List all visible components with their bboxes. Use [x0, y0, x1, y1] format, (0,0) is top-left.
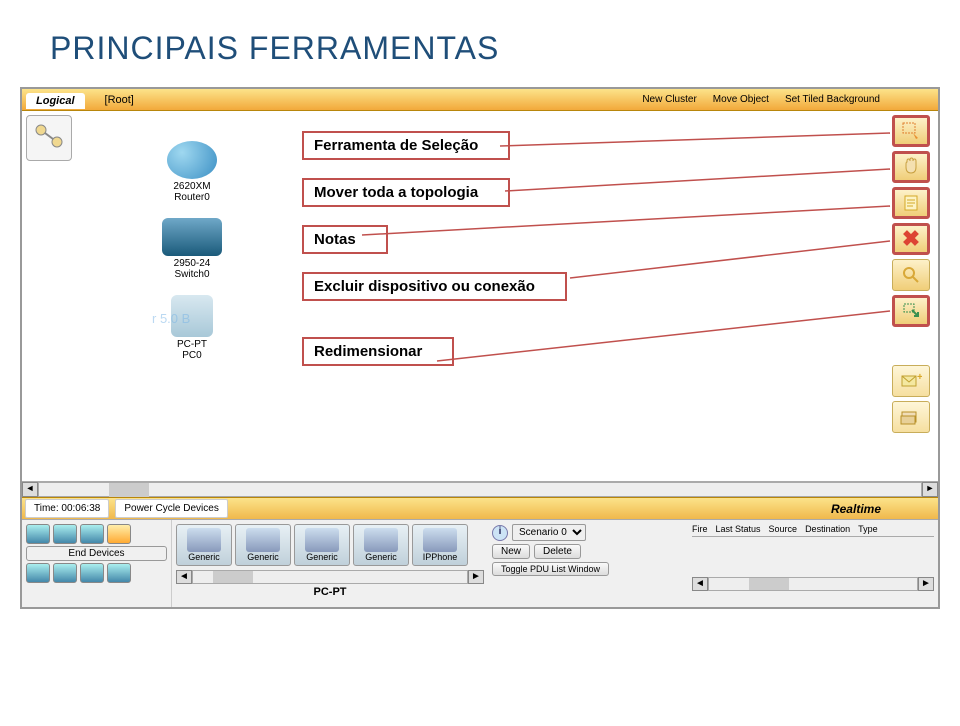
callout-selection: Ferramenta de Seleção: [302, 131, 510, 160]
add-complex-pdu-tool[interactable]: [892, 401, 930, 433]
category-wan-icon[interactable]: [53, 563, 77, 583]
category-switches-icon[interactable]: [53, 524, 77, 544]
new-scenario-button[interactable]: New: [492, 544, 530, 559]
add-simple-pdu-tool[interactable]: +: [892, 365, 930, 397]
pc-device[interactable]: PC-PT PC0: [142, 295, 242, 361]
device-thumb[interactable]: Generic: [176, 524, 232, 566]
scroll-left-button[interactable]: ◄: [22, 482, 38, 497]
device-thumb[interactable]: Generic: [294, 524, 350, 566]
switch-device[interactable]: 2950-24 Switch0: [142, 218, 242, 280]
pdu-column-header: Destination: [805, 524, 850, 534]
pc-name: PC0: [142, 350, 242, 361]
watermark: r 5.0 B: [152, 311, 190, 326]
delete-tool[interactable]: ✖: [892, 223, 930, 255]
device-thumb[interactable]: Generic: [235, 524, 291, 566]
pdu-scroll-left[interactable]: ◄: [692, 577, 708, 591]
scroll-right-button[interactable]: ►: [922, 482, 938, 497]
toggle-pdu-button[interactable]: Toggle PDU List Window: [492, 562, 609, 576]
device-thumb[interactable]: Generic: [353, 524, 409, 566]
category-end-devices-icon[interactable]: [26, 563, 50, 583]
switch-name: Switch0: [142, 269, 242, 280]
dev-scroll-left[interactable]: ◄: [176, 570, 192, 584]
breadcrumb-root[interactable]: [Root]: [105, 94, 134, 106]
move-object-button[interactable]: Move Object: [713, 94, 769, 105]
device-thumb[interactable]: IPPhone: [412, 524, 468, 566]
callout-delete: Excluir dispositivo ou conexão: [302, 272, 567, 301]
end-devices-label: End Devices: [26, 546, 167, 561]
dev-scroll-right[interactable]: ►: [468, 570, 484, 584]
inspect-tool[interactable]: [892, 259, 930, 291]
set-tiled-bg-button[interactable]: Set Tiled Background: [785, 94, 880, 105]
device-scroll[interactable]: ◄ ►: [176, 570, 484, 584]
pc-model: PC-PT: [142, 339, 242, 350]
scenario-panel: i Scenario 0 New Delete Toggle PDU List …: [488, 520, 688, 607]
category-wireless-icon[interactable]: [107, 524, 131, 544]
logical-tab[interactable]: Logical: [26, 93, 85, 109]
switch-model: 2950-24: [142, 258, 242, 269]
select-tool[interactable]: [892, 115, 930, 147]
info-icon[interactable]: i: [492, 525, 508, 541]
pdu-column-header: Fire: [692, 524, 708, 534]
device-selector: GenericGenericGenericGenericIPPhone ◄ ► …: [172, 520, 488, 607]
pdu-scroll-right[interactable]: ►: [918, 577, 934, 591]
placed-devices: 2620XM Router0 2950-24 Switch0 PC-PT PC0: [142, 141, 242, 376]
category-hubs-icon[interactable]: [80, 524, 104, 544]
delete-scenario-button[interactable]: Delete: [534, 544, 581, 559]
slide-title: PRINCIPAIS FERRAMENTAS: [0, 0, 960, 87]
pdu-column-header: Last Status: [716, 524, 761, 534]
logical-view-icon[interactable]: [26, 115, 72, 161]
pdu-column-header: Source: [769, 524, 798, 534]
hand-tool[interactable]: [892, 151, 930, 183]
pdu-column-header: Type: [858, 524, 878, 534]
workspace-hscroll[interactable]: ◄ ►: [22, 481, 938, 497]
pdu-scroll[interactable]: ◄ ►: [692, 577, 934, 591]
svg-text:+: +: [917, 372, 922, 383]
status-bar: Time: 00:06:38 Power Cycle Devices Realt…: [22, 497, 938, 519]
realtime-tab[interactable]: Realtime: [823, 499, 889, 519]
selected-device-label: PC-PT: [176, 584, 484, 598]
router-name: Router0: [142, 192, 242, 203]
scenario-select[interactable]: Scenario 0: [512, 524, 586, 541]
category-multiuser-icon[interactable]: [107, 563, 131, 583]
right-toolbar: ✖ +: [892, 115, 934, 433]
category-custom-icon[interactable]: [80, 563, 104, 583]
time-label: Time: 00:06:38: [25, 499, 109, 518]
callout-notes: Notas: [302, 225, 388, 254]
router-model: 2620XM: [142, 181, 242, 192]
note-tool[interactable]: [892, 187, 930, 219]
router-icon: [167, 141, 217, 179]
packet-tracer-window: Logical [Root] New Cluster Move Object S…: [20, 87, 940, 609]
new-cluster-button[interactable]: New Cluster: [642, 94, 696, 105]
top-toolbar: Logical [Root] New Cluster Move Object S…: [22, 89, 938, 111]
callouts: Ferramenta de Seleção Mover toda a topol…: [302, 131, 567, 384]
callout-resize: Redimensionar: [302, 337, 454, 366]
category-routers-icon[interactable]: [26, 524, 50, 544]
workspace[interactable]: 2620XM Router0 2950-24 Switch0 PC-PT PC0…: [22, 111, 938, 481]
pdu-list: Fire Last Status Source Destination Type ◄ ►: [688, 520, 938, 607]
switch-icon: [162, 218, 222, 256]
bottom-panel: End Devices GenericGenericGenericGeneric…: [22, 519, 938, 607]
callout-move: Mover toda a topologia: [302, 178, 510, 207]
device-categories: End Devices: [22, 520, 172, 607]
power-cycle-button[interactable]: Power Cycle Devices: [115, 499, 227, 518]
resize-tool[interactable]: [892, 295, 930, 327]
router-device[interactable]: 2620XM Router0: [142, 141, 242, 203]
